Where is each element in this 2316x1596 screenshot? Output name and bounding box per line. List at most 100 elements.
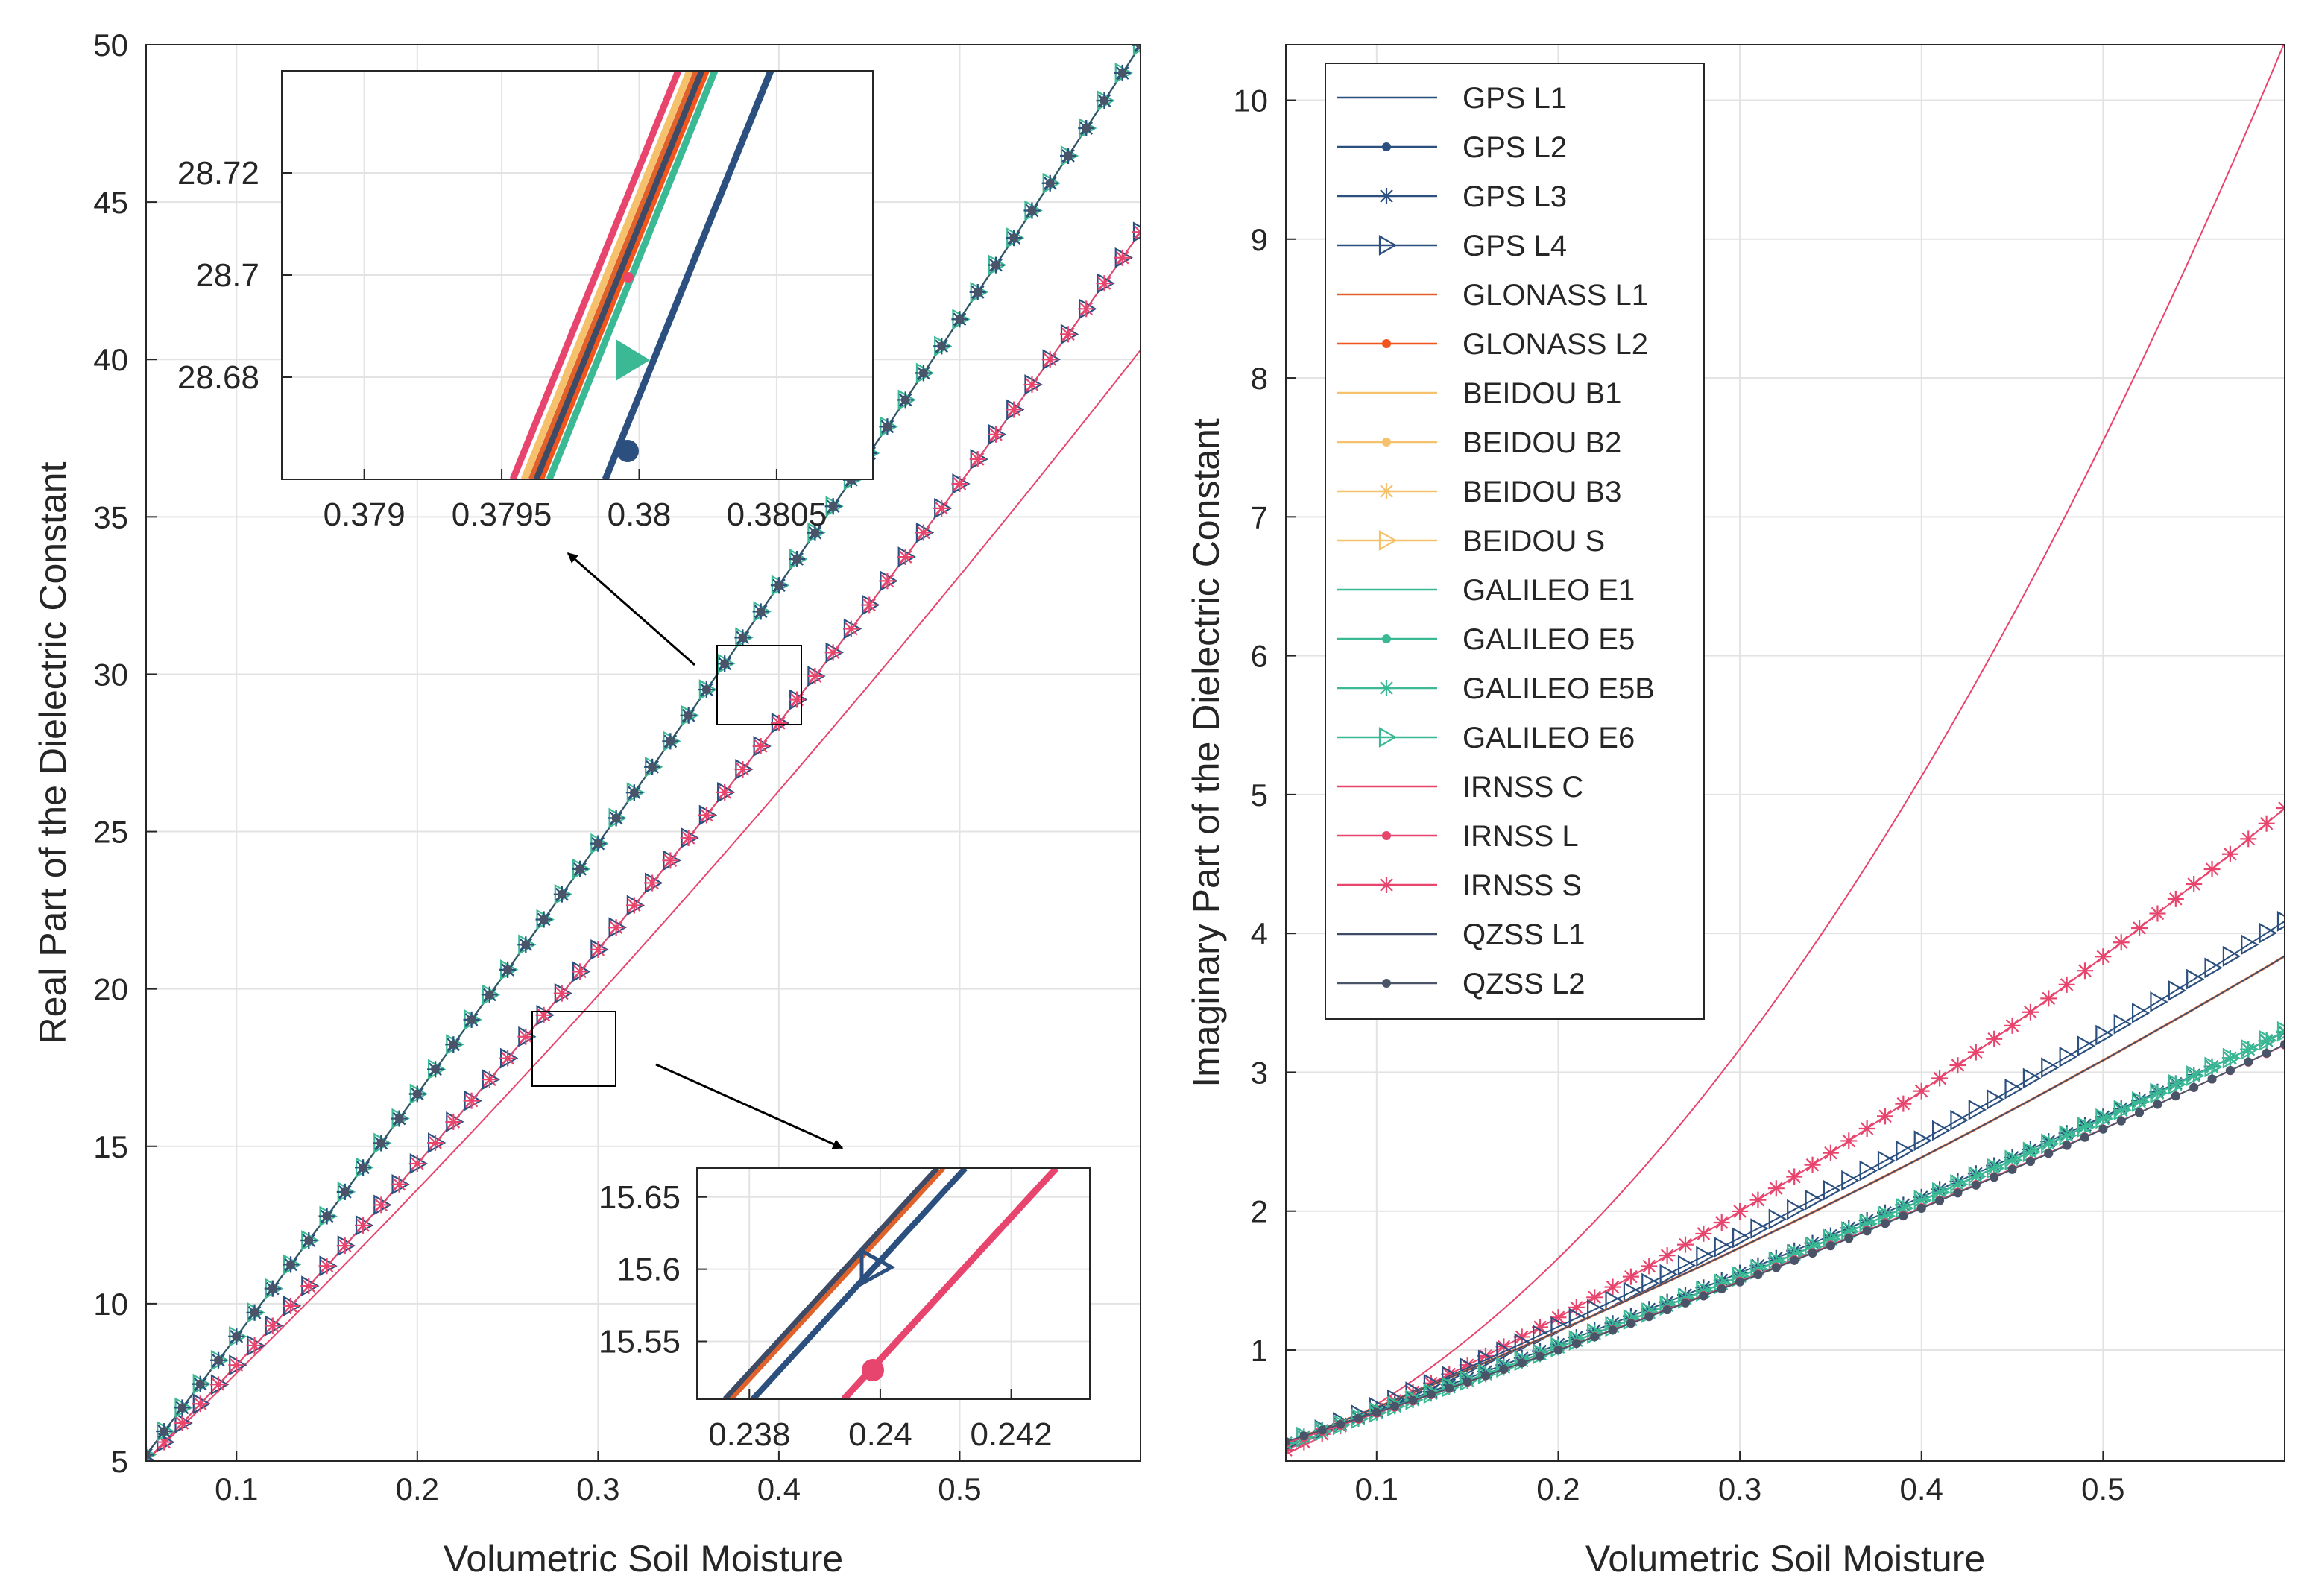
marker-irnss-s	[824, 644, 842, 661]
marker-gps-l4	[1950, 1109, 1969, 1131]
marker-irnss-s	[1913, 1082, 1930, 1100]
y-tick-label: 40	[93, 342, 128, 377]
marker-qzss-l2	[1971, 1180, 1981, 1190]
marker-qzss-l2	[1009, 233, 1019, 243]
legend-marker	[1382, 339, 1391, 348]
marker-qzss-l2	[1463, 1377, 1472, 1387]
y-tick-label: 2	[1251, 1194, 1268, 1229]
marker-irnss-s	[1804, 1156, 1821, 1173]
marker-irnss-s	[264, 1317, 281, 1334]
marker-gps-l4	[2150, 991, 2168, 1012]
marker-irnss-s	[174, 1415, 191, 1431]
x-tick-label: 0.238	[708, 1416, 790, 1453]
marker-irnss-s	[1441, 1366, 1458, 1383]
marker-galileo-e5b	[2240, 1041, 2257, 1058]
marker-irnss-s	[2095, 948, 2112, 965]
marker-gps-l4	[1677, 1255, 1697, 1276]
y-tick-label: 15.55	[599, 1324, 681, 1360]
legend-entry: QZSS L2	[1337, 968, 1585, 1000]
marker-irnss-s	[1604, 1278, 1621, 1296]
marker-irnss-s	[698, 807, 715, 824]
marker-irnss-s	[463, 1092, 480, 1109]
legend-label: BEIDOU S	[1463, 525, 1605, 558]
marker-qzss-l2	[2098, 1124, 2108, 1134]
marker-irnss-s	[2203, 861, 2221, 877]
marker-gps-l4	[2222, 945, 2241, 967]
x-tick-label: 0.38	[608, 496, 672, 533]
marker-qzss-l2	[304, 1235, 314, 1245]
marker-irnss-s	[572, 963, 589, 980]
y-tick-label: 15.6	[616, 1252, 681, 1288]
marker-gps-l4	[2095, 1024, 2114, 1046]
marker-irnss-s	[897, 549, 914, 566]
marker-qzss-l2	[1935, 1196, 1945, 1205]
right-y-axis-label: Imaginary Part of the Dielectric Constan…	[1185, 418, 1227, 1088]
marker-irnss-s	[1586, 1289, 1603, 1306]
marker-irnss-s	[535, 1006, 552, 1023]
marker-gps-l4	[1659, 1264, 1678, 1285]
marker-irnss-s	[951, 476, 968, 492]
marker-qzss-l2	[1499, 1364, 1509, 1374]
x-tick-label: 0.4	[757, 1472, 801, 1507]
x-tick-label: 0.379	[324, 496, 406, 533]
marker-gps-l4	[1787, 1199, 1805, 1220]
legend-entry: BEIDOU B1	[1337, 377, 1621, 410]
marker-qzss-l2	[1626, 1319, 1635, 1328]
marker-galileo-e5b	[1732, 1268, 1749, 1285]
marker-qzss-l2	[1571, 1339, 1581, 1349]
legend-label: IRNSS C	[1463, 771, 1583, 804]
marker-qzss-l2	[1881, 1219, 1890, 1228]
marker-qzss-l2	[1771, 1263, 1781, 1272]
legend-marker	[1378, 530, 1398, 551]
marker-gps-l4	[2041, 1057, 2060, 1079]
marker-irnss-s	[1732, 1202, 1749, 1220]
legend-label: GPS L3	[1463, 180, 1567, 213]
x-tick-label: 0.3795	[452, 496, 552, 533]
marker-irnss-s	[1006, 401, 1023, 418]
marker-galileo-e5b	[1986, 1160, 2003, 1177]
marker-qzss-l2	[1990, 1173, 1999, 1182]
marker-qzss-l2	[611, 813, 621, 823]
legend-entry: IRNSS C	[1337, 771, 1583, 804]
marker-irnss-s	[716, 783, 733, 801]
legend-label: QZSS L2	[1463, 968, 1585, 1000]
inset-upper-dot-marker	[616, 440, 639, 462]
legend-label: GPS L4	[1463, 230, 1567, 262]
marker-gps-l4	[1841, 1170, 1860, 1191]
y-tick-label: 5	[1251, 778, 1268, 813]
marker-qzss-l2	[146, 1450, 151, 1460]
marker-qzss-l2	[918, 368, 928, 378]
right-x-axis-label: Volumetric Soil Moisture	[1585, 1538, 1985, 1580]
marker-qzss-l2	[2062, 1141, 2072, 1150]
marker-gps-l4	[1968, 1099, 1987, 1120]
marker-qzss-l2	[1826, 1241, 1835, 1251]
marker-irnss-s	[2167, 890, 2184, 907]
marker-irnss-s	[1895, 1095, 1912, 1112]
inset-lower-triangle-marker	[859, 1247, 896, 1287]
marker-qzss-l2	[756, 607, 766, 616]
marker-qzss-l2	[1844, 1234, 1854, 1243]
marker-galileo-e5b	[1949, 1176, 1966, 1193]
marker-gps-l4	[1859, 1160, 1878, 1182]
legend-entry: IRNSS S	[1337, 869, 1582, 902]
left-axes-box	[145, 44, 1141, 1462]
marker-qzss-l2	[720, 659, 730, 669]
marker-qzss-l2	[1790, 1255, 1799, 1265]
marker-gps-l4	[1732, 1227, 1751, 1249]
left-y-axis-label: Real Part of the Dielectric Constant	[32, 461, 74, 1044]
series-line-glonass	[1286, 955, 2285, 1445]
y-tick-label: 30	[93, 657, 128, 692]
inset-upper-pink-marker	[623, 272, 634, 283]
y-tick-label: 3	[1251, 1055, 1268, 1090]
marker-irnss-s	[210, 1376, 227, 1393]
y-tick-label: 28.68	[177, 359, 259, 396]
marker-irnss-s	[1840, 1132, 1858, 1149]
marker-irnss-s	[1677, 1236, 1694, 1253]
marker-galileo-e5b	[1967, 1168, 1984, 1185]
marker-irnss-s	[662, 852, 679, 869]
marker-irnss-s	[427, 1135, 444, 1152]
marker-galileo-e5b	[2258, 1032, 2275, 1049]
marker-qzss-l2	[1699, 1291, 1708, 1301]
marker-gps-l4	[2113, 1013, 2132, 1035]
legend-marker	[1378, 877, 1395, 893]
